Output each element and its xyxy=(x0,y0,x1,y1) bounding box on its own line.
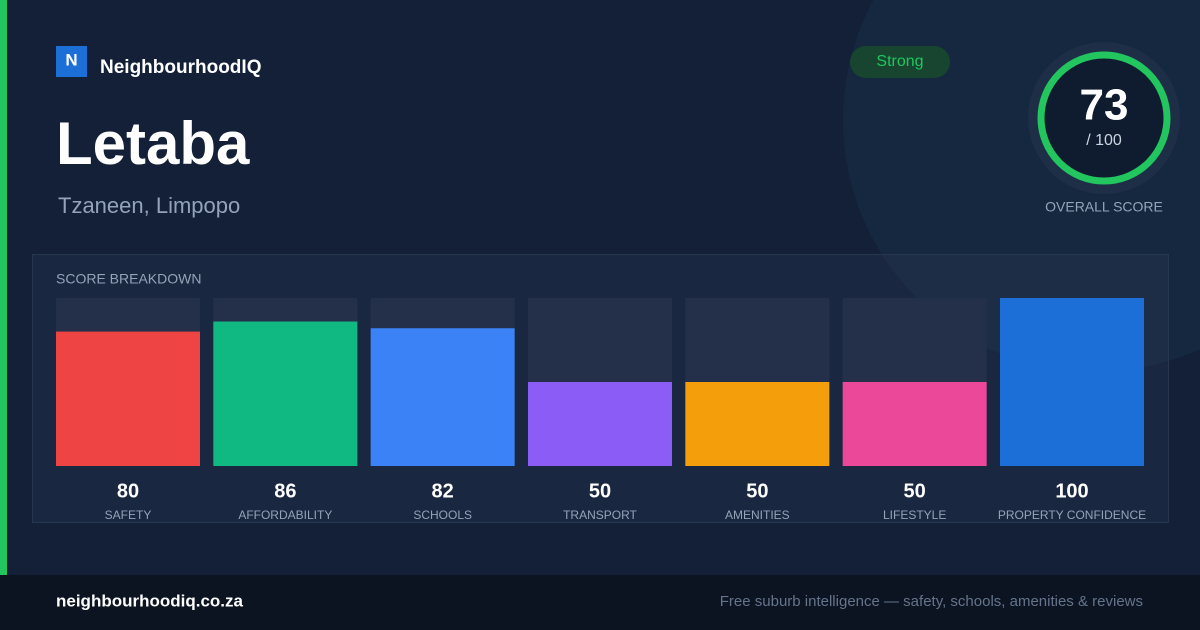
badge-label: Strong xyxy=(876,53,923,70)
value-label: 50 xyxy=(746,480,768,502)
category-label: AFFORDABILITY xyxy=(238,508,332,522)
score-caption: OVERALL SCORE xyxy=(1045,199,1163,215)
category-label: SAFETY xyxy=(105,508,152,522)
brand-name: NeighbourhoodIQ xyxy=(100,57,261,78)
title: Letaba xyxy=(56,110,250,177)
bar xyxy=(56,331,200,466)
bar xyxy=(1000,298,1144,466)
value-label: 80 xyxy=(117,480,139,502)
logo xyxy=(56,46,87,77)
score-value: 73 xyxy=(1080,81,1129,130)
bar xyxy=(685,382,830,466)
category-label: PROPERTY CONFIDENCE xyxy=(998,508,1146,522)
badge xyxy=(850,46,950,78)
score-scale: / 100 xyxy=(1086,132,1122,149)
bar xyxy=(370,328,515,466)
category-label: LIFESTYLE xyxy=(883,508,946,522)
value-label: 50 xyxy=(904,480,926,502)
subtitle: Tzaneen, Limpopo xyxy=(58,193,240,218)
footer-site: neighbourhoodiq.co.za xyxy=(56,591,244,610)
footer-tagline: Free suburb intelligence — safety, schoo… xyxy=(720,593,1143,610)
value-label: 86 xyxy=(274,480,296,502)
value-label: 82 xyxy=(432,480,454,502)
bar xyxy=(842,382,987,466)
value-label: 50 xyxy=(589,480,611,502)
category-label: TRANSPORT xyxy=(563,508,637,522)
bar xyxy=(213,321,358,466)
score-ring xyxy=(1037,51,1171,185)
category-label: AMENITIES xyxy=(725,508,790,522)
footer xyxy=(0,575,1200,630)
value-label: 100 xyxy=(1055,480,1088,502)
logo-letter: N xyxy=(65,50,77,69)
category-label: SCHOOLS xyxy=(413,508,472,522)
bar xyxy=(528,382,672,466)
chart-title: SCORE BREAKDOWN xyxy=(56,271,201,287)
accent-strip xyxy=(0,0,7,575)
